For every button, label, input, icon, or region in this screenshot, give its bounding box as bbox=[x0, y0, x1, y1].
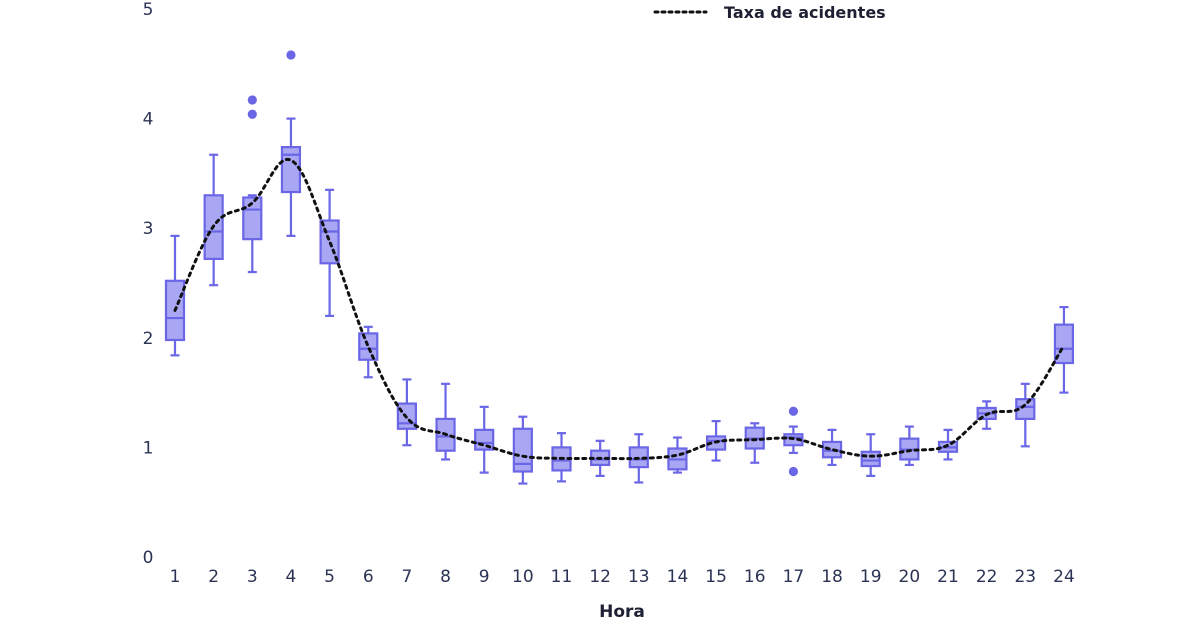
x-tick-label: 15 bbox=[705, 567, 727, 587]
y-tick-label: 0 bbox=[143, 548, 154, 568]
box-series bbox=[164, 50, 1075, 485]
x-tick-label: 5 bbox=[324, 567, 335, 587]
x-tick-label: 12 bbox=[589, 567, 611, 587]
box-hour-3 bbox=[242, 95, 263, 274]
box-hour-18 bbox=[821, 428, 843, 467]
x-tick-label: 24 bbox=[1053, 567, 1075, 587]
box-hour-4 bbox=[280, 50, 302, 237]
x-tick-label: 8 bbox=[440, 567, 451, 587]
x-tick-label: 17 bbox=[783, 567, 805, 587]
x-tick-label: 13 bbox=[628, 567, 650, 587]
x-tick-label: 3 bbox=[247, 567, 258, 587]
box-hour-23 bbox=[1015, 382, 1036, 448]
outlier-point bbox=[247, 95, 257, 105]
x-tick-label: 7 bbox=[401, 567, 412, 587]
outlier-point bbox=[247, 109, 257, 119]
y-tick-label: 5 bbox=[143, 0, 154, 20]
box-iqr bbox=[242, 196, 263, 241]
box-hour-6 bbox=[358, 325, 379, 379]
legend: Taxa de acidentes bbox=[653, 3, 886, 22]
x-tick-label: 4 bbox=[286, 567, 297, 587]
x-tick-label: 11 bbox=[551, 567, 573, 587]
outlier-point bbox=[788, 406, 799, 416]
y-tick-label: 1 bbox=[143, 438, 154, 458]
x-tick-label: 21 bbox=[937, 567, 959, 587]
box-iqr bbox=[1053, 323, 1075, 365]
x-tick-label: 9 bbox=[479, 567, 490, 587]
box-iqr bbox=[358, 332, 379, 361]
rate-line-series bbox=[173, 158, 1066, 461]
outlier-point bbox=[788, 466, 799, 477]
y-tick-label: 4 bbox=[143, 110, 154, 130]
x-tick-label: 18 bbox=[821, 567, 843, 587]
x-axis-label: Hora bbox=[599, 602, 645, 622]
y-tick-label: 3 bbox=[143, 219, 154, 239]
box-hour-5 bbox=[319, 188, 340, 317]
rate-line-path bbox=[173, 158, 1066, 461]
x-tick-label: 6 bbox=[363, 567, 374, 587]
box-hour-9 bbox=[474, 405, 495, 474]
x-tick-label: 16 bbox=[744, 567, 766, 587]
x-tick-label: 20 bbox=[899, 567, 921, 587]
box-hour-16 bbox=[744, 422, 765, 464]
x-tick-label: 1 bbox=[170, 567, 181, 587]
x-tick-label: 22 bbox=[976, 567, 998, 587]
box-hour-17 bbox=[783, 406, 804, 477]
box-iqr bbox=[860, 450, 881, 468]
x-tick-label: 10 bbox=[512, 567, 534, 587]
y-tick-label: 2 bbox=[143, 329, 154, 349]
box-hour-14 bbox=[667, 436, 688, 474]
x-tick-label: 23 bbox=[1014, 567, 1036, 587]
box-iqr bbox=[512, 427, 533, 473]
x-tick-label: 2 bbox=[208, 567, 219, 587]
y-axis-ticks: 0 1 2 3 4 5 bbox=[143, 0, 154, 568]
outlier-point bbox=[286, 50, 296, 60]
legend-entry-label: Taxa de acidentes bbox=[724, 3, 886, 22]
x-tick-label: 14 bbox=[667, 567, 689, 587]
box-hour-8 bbox=[435, 382, 456, 461]
box-hour-20 bbox=[899, 425, 920, 467]
x-axis-ticks: 1 2 3 4 5 6 7 8 9 10 11 12 13 14 15 16 17 18 19 20 21 22 23 24 bbox=[170, 567, 1075, 587]
box-hour-24 bbox=[1053, 306, 1075, 394]
box-hour-10 bbox=[512, 415, 533, 485]
x-tick-label: 19 bbox=[860, 567, 882, 587]
